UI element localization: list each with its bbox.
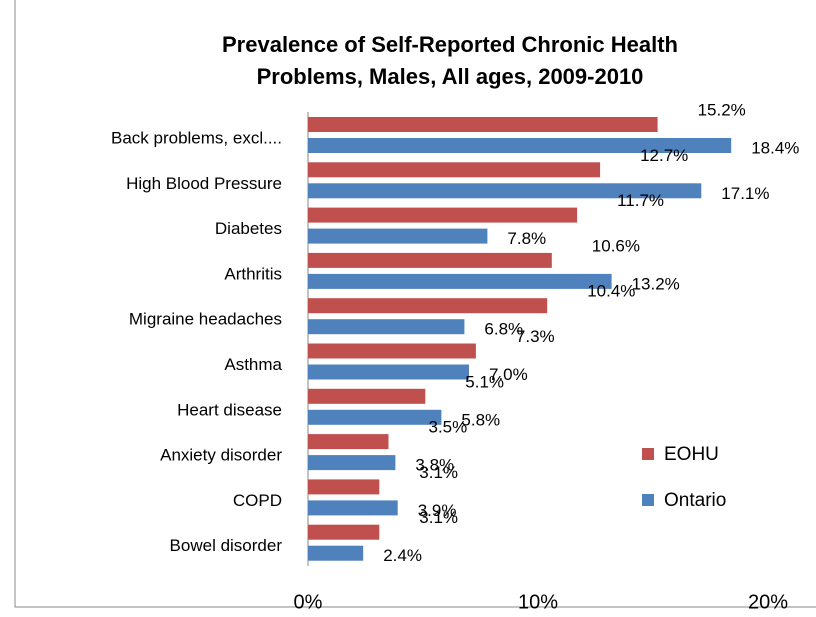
y-tick-label: Back problems, excl.... xyxy=(111,128,282,147)
bar xyxy=(308,343,476,359)
data-label: 7.0% xyxy=(489,365,528,384)
bar xyxy=(308,409,442,425)
bar xyxy=(308,479,380,495)
bar xyxy=(308,388,426,404)
bar xyxy=(308,183,702,199)
data-label: 10.6% xyxy=(592,236,640,255)
y-tick-label: Diabetes xyxy=(215,219,282,238)
chart-border xyxy=(14,0,816,608)
data-label: 3.5% xyxy=(429,418,468,437)
bar xyxy=(308,117,658,132)
bar xyxy=(308,162,601,178)
x-tick-label: 0% xyxy=(294,591,323,613)
legend-label: EOHU xyxy=(664,444,719,465)
bar xyxy=(308,364,469,380)
data-label: 7.3% xyxy=(516,327,555,346)
data-label: 18.4% xyxy=(751,138,799,157)
x-tick-label: 20% xyxy=(748,591,788,613)
data-label: 3.9% xyxy=(418,501,457,520)
data-label: 3.8% xyxy=(415,456,454,475)
x-tick-label: 10% xyxy=(518,591,558,613)
bar xyxy=(308,207,578,223)
chart-title: Prevalence of Self-Reported Chronic Heal… xyxy=(222,32,678,89)
data-label: 5.1% xyxy=(465,372,504,391)
data-label: 3.1% xyxy=(419,463,458,482)
legend-swatch xyxy=(642,448,654,460)
data-label: 5.8% xyxy=(461,410,500,429)
y-tick-label: COPD xyxy=(233,491,282,510)
y-tick-label: Bowel disorder xyxy=(170,536,283,555)
y-tick-label: Migraine headaches xyxy=(129,310,282,329)
bar xyxy=(308,545,364,561)
y-tick-label: High Blood Pressure xyxy=(126,174,282,193)
bar xyxy=(308,524,380,540)
data-label: 3.1% xyxy=(419,508,458,527)
bar xyxy=(308,138,732,153)
bar xyxy=(308,228,488,244)
data-label: 10.4% xyxy=(587,282,635,301)
bar xyxy=(308,252,552,268)
bar xyxy=(308,434,389,450)
data-label: 11.7% xyxy=(617,191,664,210)
legend-label: Ontario xyxy=(664,490,726,511)
bar xyxy=(308,298,548,314)
data-label: 7.8% xyxy=(507,229,546,248)
y-tick-label: Heart disease xyxy=(177,400,282,419)
data-label: 15.2% xyxy=(698,100,746,119)
y-tick-label: Anxiety disorder xyxy=(160,446,282,465)
data-label: 6.8% xyxy=(484,320,523,339)
data-label: 2.4% xyxy=(383,546,422,565)
bar xyxy=(308,319,465,335)
bar xyxy=(308,273,612,289)
legend-swatch xyxy=(642,494,654,506)
bar xyxy=(308,455,396,471)
data-label: 13.2% xyxy=(632,274,680,293)
y-tick-label: Arthritis xyxy=(224,264,282,283)
bar xyxy=(308,500,398,516)
data-label: 12.7% xyxy=(640,146,688,165)
y-tick-label: Asthma xyxy=(224,355,282,374)
data-label: 17.1% xyxy=(721,184,769,203)
